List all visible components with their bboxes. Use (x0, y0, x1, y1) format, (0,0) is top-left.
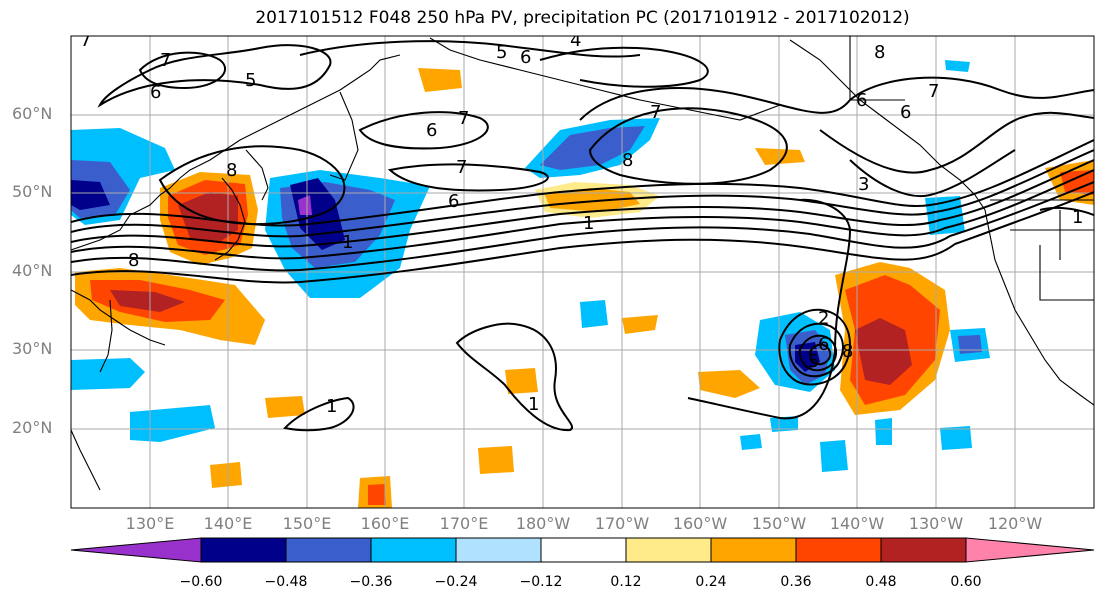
colorbar-tick-label: 0.12 (610, 574, 642, 590)
contour-label: 2 (818, 308, 829, 329)
colorbar-segment (880, 537, 967, 563)
colorbar-tick-label: 0.60 (950, 574, 982, 590)
lon-label: 140°W (829, 514, 885, 533)
colorbar-segment (795, 537, 882, 563)
contour-label: 1 (583, 213, 594, 234)
contour-label: 1 (342, 232, 353, 253)
lon-label: 130°E (125, 514, 175, 533)
contour-label: 3 (858, 174, 869, 195)
colorbar-tick-label: 0.48 (865, 574, 897, 590)
contour-label: 8 (226, 160, 237, 181)
lon-label: 170°E (439, 514, 489, 533)
colorbar-segment (625, 537, 712, 563)
contour-label: 1 (1072, 207, 1083, 228)
contour-label: 6 (150, 82, 161, 103)
colorbar (70, 537, 1095, 563)
contour-label: 7 (80, 30, 91, 51)
map-area: 4 5 6 7 5 6 7 6 7 7 6 8 7 6 1 1 8 6 8 7 … (71, 30, 1094, 508)
contour-label: 6 (426, 120, 437, 141)
contour-label: 6 (520, 47, 531, 68)
contour-label: 6 (818, 334, 829, 355)
lon-label: 150°E (282, 514, 332, 533)
precip-shading (71, 60, 1094, 508)
contour-label: 8 (622, 150, 633, 171)
colorbar-tick-label: −0.60 (179, 574, 223, 590)
lon-label: 140°E (203, 514, 253, 533)
pv-contours (71, 40, 1094, 432)
contour-label: 5 (808, 351, 819, 372)
contour-label: 6 (448, 191, 459, 212)
colorbar-tick-label: −0.24 (434, 574, 478, 590)
contour-label: 7 (456, 157, 467, 178)
colorbar-segment (965, 537, 1095, 563)
lat-label: 50°N (12, 182, 53, 201)
lon-label: 170°W (594, 514, 650, 533)
lat-label: 40°N (12, 261, 53, 280)
contour-label: 7 (458, 108, 469, 129)
colorbar-tick-label: −0.36 (349, 574, 393, 590)
colorbar-segment (200, 537, 287, 563)
colorbar-segment (455, 537, 542, 563)
lat-label: 20°N (12, 418, 53, 437)
lon-label: 130°W (908, 514, 964, 533)
contour-label: 8 (128, 250, 139, 271)
map-title: 2017101512 F048 250 hPa PV, precipitatio… (255, 8, 910, 28)
contour-label: 8 (874, 42, 885, 63)
colorbar-segment (540, 537, 627, 563)
colorbar-segment (370, 537, 457, 563)
contour-label: 1 (326, 396, 337, 417)
contour-label: 7 (160, 50, 171, 71)
contour-label: 7 (650, 102, 661, 123)
contour-label: 1 (528, 394, 539, 415)
lat-label: 60°N (12, 104, 53, 123)
contour-label: 6 (856, 90, 867, 111)
colorbar-tick-label: 0.36 (780, 574, 812, 590)
contour-label: 8 (842, 341, 853, 362)
map-frame (70, 35, 1095, 509)
lon-label: 120°W (987, 514, 1043, 533)
lon-label: 180°W (515, 514, 571, 533)
contour-label: 5 (496, 42, 507, 63)
lat-label: 30°N (12, 339, 53, 358)
colorbar-tick-label: 0.24 (695, 574, 727, 590)
colorbar-segment (70, 537, 202, 563)
colorbar-segment (285, 537, 372, 563)
contour-label: 7 (928, 81, 939, 102)
lon-label: 160°E (360, 514, 410, 533)
colorbar-tick-label: −0.48 (264, 574, 308, 590)
contour-label: 6 (900, 102, 911, 123)
lon-label: 150°W (751, 514, 807, 533)
colorbar-segment (710, 537, 797, 563)
contour-labels: 4 5 6 7 5 6 7 6 7 7 6 8 7 6 1 1 8 6 8 7 … (80, 30, 1083, 417)
contour-label: 4 (570, 30, 581, 51)
contour-label: 5 (245, 70, 256, 91)
lon-label: 160°W (672, 514, 728, 533)
map-grid (71, 36, 1094, 508)
colorbar-tick-label: −0.12 (519, 574, 563, 590)
